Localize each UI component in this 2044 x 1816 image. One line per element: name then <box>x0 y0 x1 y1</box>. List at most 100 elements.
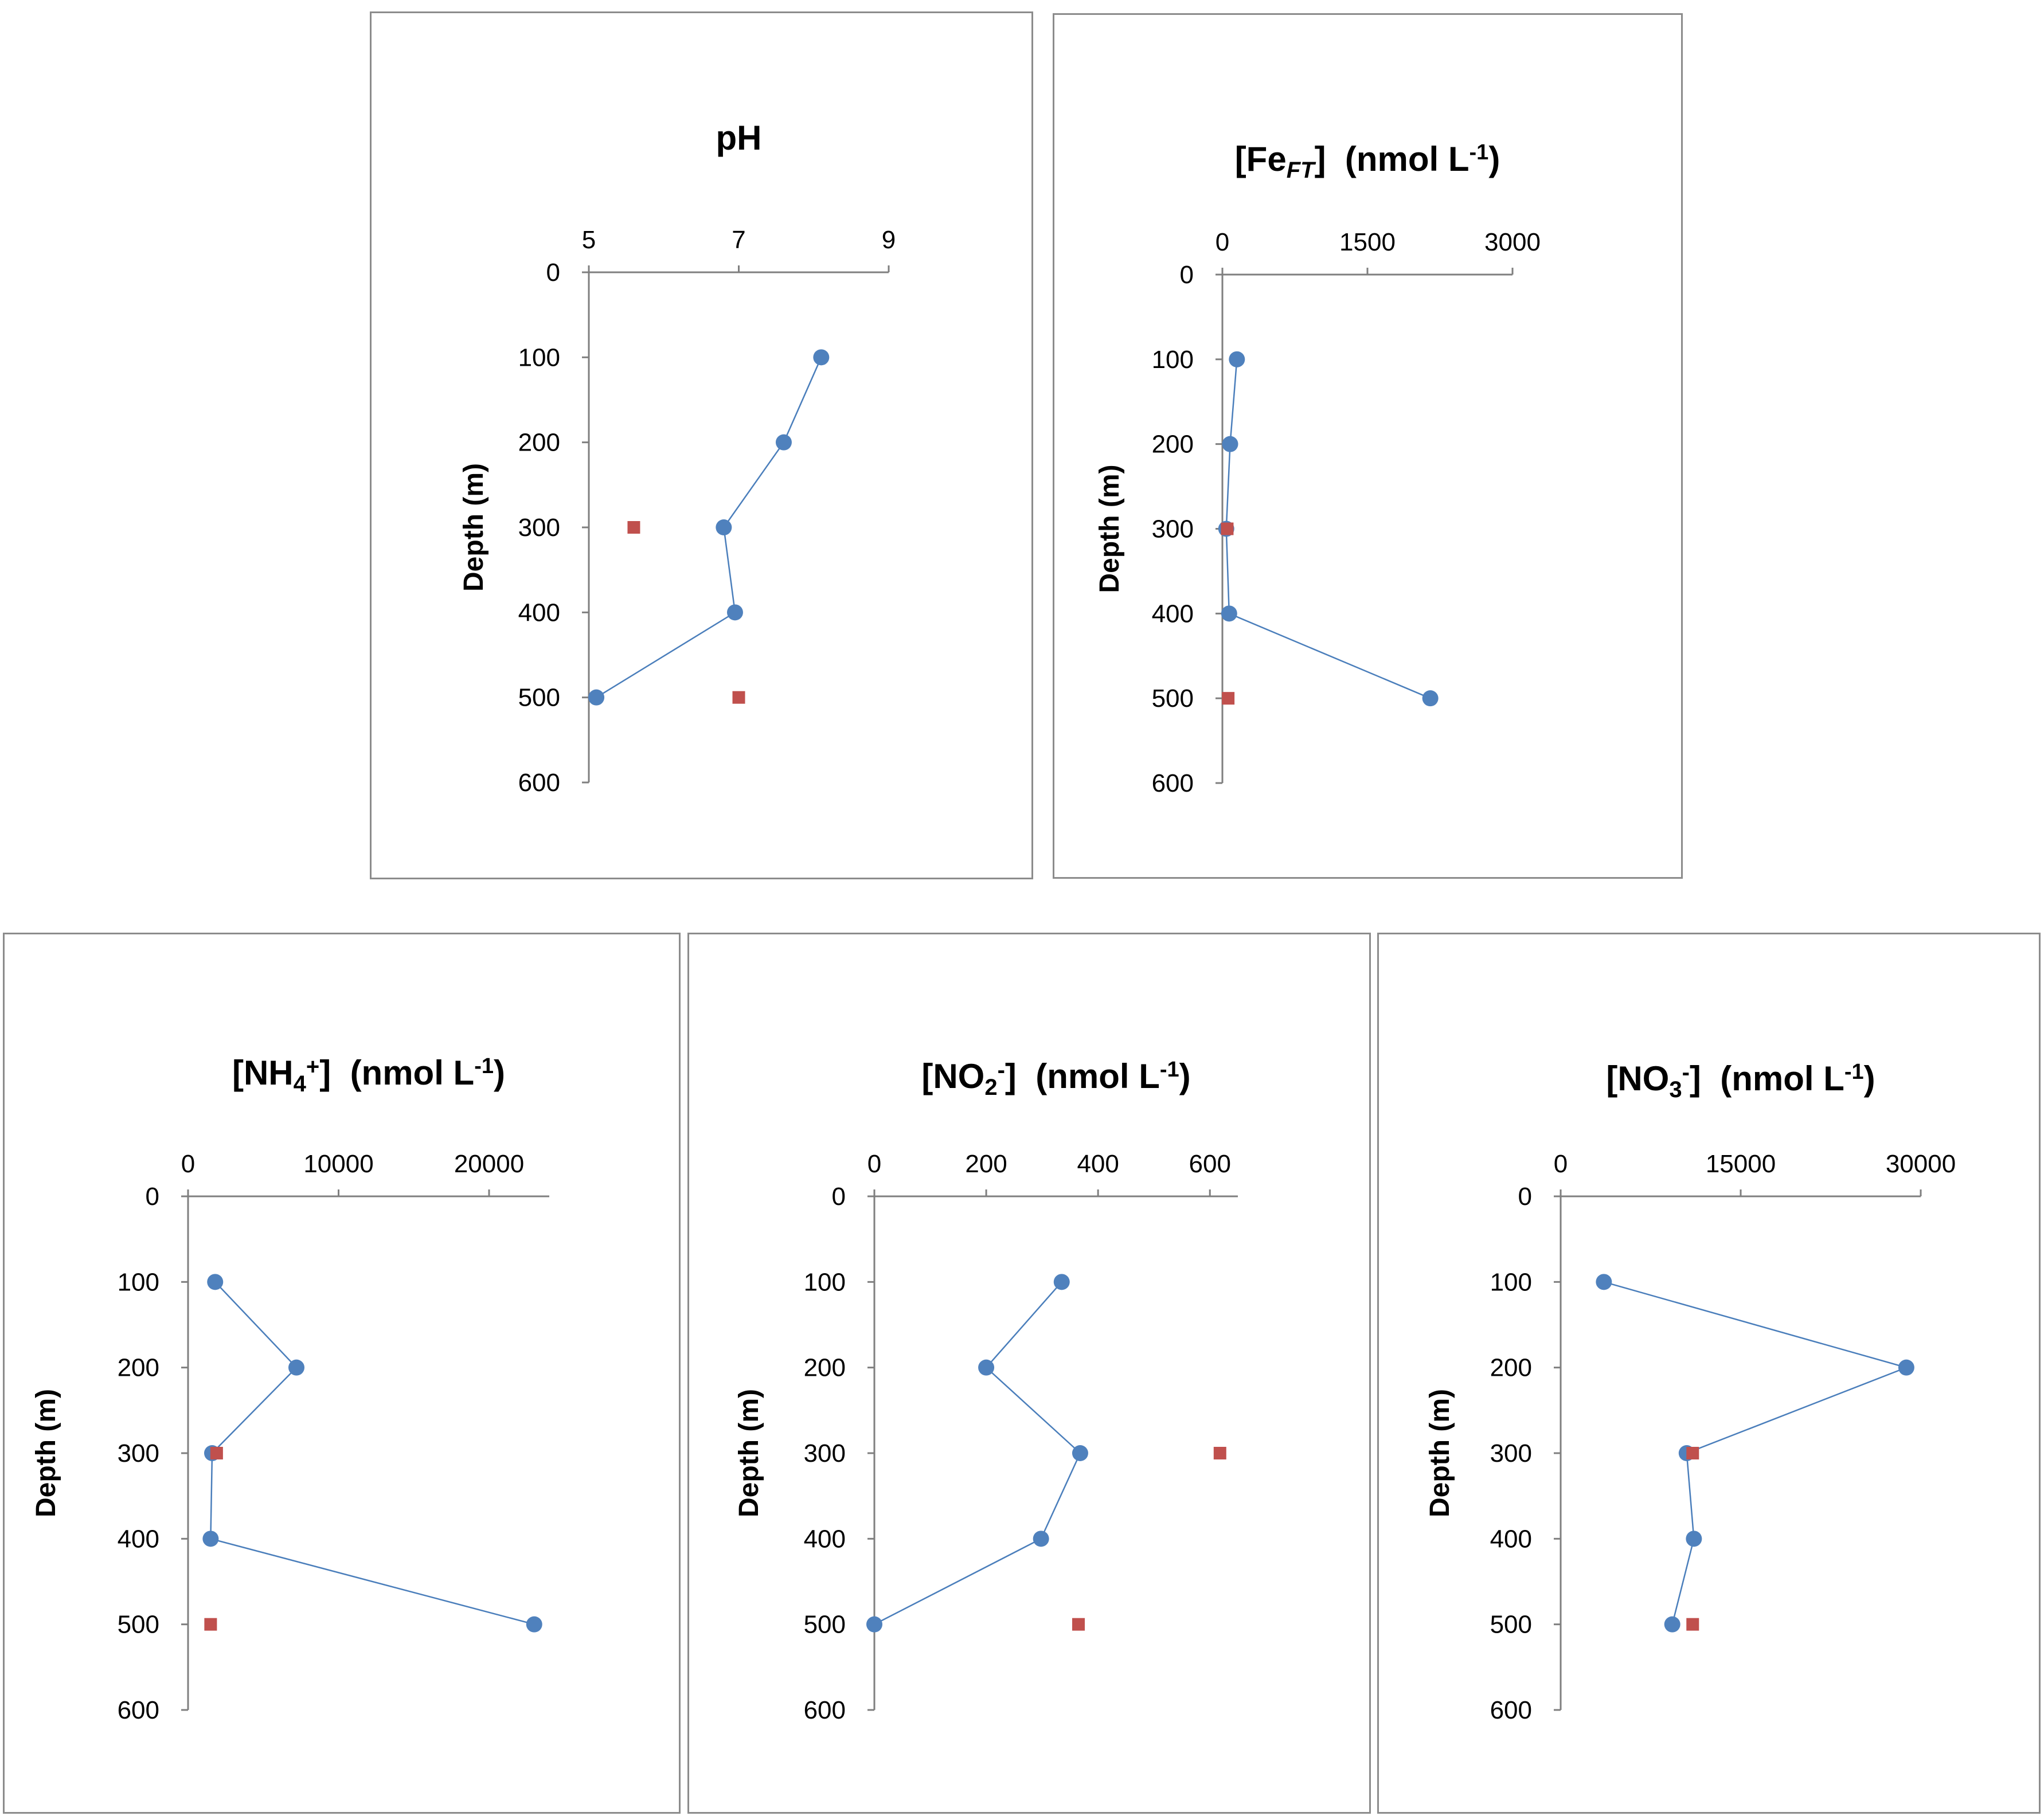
data-point-profile <box>1072 1445 1088 1461</box>
y-tick-label: 300 <box>804 1439 846 1467</box>
x-tick-label: 400 <box>1077 1150 1119 1178</box>
data-point-comparison <box>732 691 745 704</box>
chart-no2: [NO2-] (nmol L-1) 0 200 400 600 0 100 200 300 400… <box>734 1057 1238 1724</box>
y-axis-label: Depth (m) <box>1095 465 1125 593</box>
data-point-comparison <box>1686 1447 1699 1459</box>
data-point-profile <box>1229 351 1245 367</box>
y-tick-label: 200 <box>518 429 560 457</box>
x-tick-label: 0 <box>181 1150 195 1178</box>
x-tick-label: 0 <box>867 1150 881 1178</box>
data-point-comparison <box>1686 1618 1699 1631</box>
y-tick-label: 200 <box>804 1354 846 1382</box>
y-tick-label: 100 <box>518 343 560 371</box>
data-point-comparison <box>210 1447 223 1459</box>
y-tick-label: 0 <box>1518 1183 1532 1211</box>
y-tick-label: 600 <box>518 769 560 797</box>
data-point-comparison <box>1222 692 1235 705</box>
series-line-profile <box>874 1281 1081 1625</box>
panel-ph: pH 5 7 9 0 100 200 300 400 500 600 Depth (m) <box>370 11 1033 879</box>
panel-nh4: [NH4+] (nmol L-1) 0 10000 20000 0 100 200 300 40… <box>3 933 681 1814</box>
chart-title: [NO3-] (nmol L-1) <box>1606 1059 1875 1102</box>
y-tick-label: 600 <box>804 1696 846 1724</box>
x-tick-label: 200 <box>965 1150 1007 1178</box>
panel-no2: [NO2-] (nmol L-1) 0 200 400 600 0 100 200 300 400… <box>687 933 1371 1814</box>
x-tick-label: 15000 <box>1706 1150 1776 1178</box>
x-tick-label: 5 <box>582 226 596 254</box>
data-point-profile <box>526 1616 542 1633</box>
y-tick-label: 300 <box>518 514 560 542</box>
data-point-profile <box>775 434 792 451</box>
y-tick-label: 400 <box>804 1525 846 1553</box>
y-axis-label: Depth (m) <box>1425 1389 1455 1517</box>
chart-title: pH <box>716 119 762 157</box>
y-tick-label: 300 <box>118 1439 159 1467</box>
data-point-comparison <box>627 521 640 534</box>
data-point-comparison <box>1072 1618 1085 1631</box>
x-tick-label: 0 <box>1216 228 1229 256</box>
data-point-profile <box>1222 436 1238 452</box>
y-axis-label: Depth (m) <box>734 1389 764 1517</box>
y-tick-label: 0 <box>546 259 560 287</box>
x-tick-label: 30000 <box>1886 1150 1956 1178</box>
data-point-profile <box>726 604 743 621</box>
chart-no3: [NO3-] (nmol L-1) 0 15000 30000 0 100 200 300 40… <box>1425 1059 1956 1724</box>
data-point-profile <box>207 1274 224 1290</box>
y-tick-label: 600 <box>1152 769 1194 797</box>
chart-nh4: [NH4+] (nmol L-1) 0 10000 20000 0 100 200 300 40… <box>31 1054 549 1724</box>
y-tick-label: 500 <box>118 1611 159 1639</box>
y-tick-label: 400 <box>518 598 560 627</box>
chart-ph: pH 5 7 9 0 100 200 300 400 500 600 Depth (m) <box>459 119 896 797</box>
y-tick-label: 200 <box>118 1354 159 1382</box>
data-point-profile <box>1686 1531 1702 1547</box>
y-axis-label: Depth (m) <box>459 463 489 592</box>
x-tick-label: 3000 <box>1484 228 1541 256</box>
y-tick-label: 400 <box>1490 1525 1532 1553</box>
chart-fe: [FeFT] (nmol L-1) 0 1500 3000 0 100 200 300 400 5… <box>1095 140 1541 797</box>
data-point-comparison <box>1221 522 1234 535</box>
y-tick-label: 100 <box>118 1268 159 1296</box>
data-point-profile <box>1033 1531 1049 1547</box>
chart-title: [NH4+] (nmol L-1) <box>232 1054 505 1097</box>
y-tick-label: 200 <box>1490 1354 1532 1382</box>
data-point-profile <box>288 1359 304 1376</box>
y-tick-label: 500 <box>1152 684 1194 713</box>
y-tick-label: 0 <box>1180 261 1194 289</box>
y-tick-label: 600 <box>118 1696 159 1724</box>
panel-no3: [NO3-] (nmol L-1) 0 15000 30000 0 100 200 300 40… <box>1377 933 2041 1814</box>
y-tick-label: 300 <box>1152 515 1194 543</box>
data-point-profile <box>866 1616 882 1633</box>
data-point-profile <box>978 1359 995 1376</box>
x-tick-label: 10000 <box>303 1150 373 1178</box>
y-tick-label: 400 <box>1152 600 1194 628</box>
data-point-comparison <box>204 1618 217 1631</box>
y-tick-label: 200 <box>1152 430 1194 459</box>
data-point-profile <box>1664 1616 1680 1633</box>
y-axis-label: Depth (m) <box>31 1389 61 1517</box>
x-tick-label: 1500 <box>1339 228 1396 256</box>
x-tick-label: 0 <box>1554 1150 1568 1178</box>
panel-fe: [FeFT] (nmol L-1) 0 1500 3000 0 100 200 300 400 5… <box>1053 13 1683 879</box>
data-point-profile <box>813 349 830 366</box>
y-tick-label: 0 <box>146 1183 159 1211</box>
y-tick-label: 100 <box>1152 346 1194 374</box>
y-tick-label: 500 <box>1490 1611 1532 1639</box>
data-point-profile <box>588 689 605 706</box>
data-point-profile <box>1898 1359 1914 1376</box>
chart-title: [FeFT] (nmol L-1) <box>1235 140 1500 183</box>
series-line-profile <box>210 1281 535 1625</box>
chart-title: [NO2-] (nmol L-1) <box>921 1057 1190 1100</box>
data-point-profile <box>1053 1274 1070 1290</box>
y-tick-label: 300 <box>1490 1439 1532 1467</box>
x-tick-label: 600 <box>1189 1150 1231 1178</box>
series-line-profile <box>1225 359 1431 699</box>
y-tick-label: 600 <box>1490 1696 1532 1724</box>
x-tick-label: 20000 <box>454 1150 524 1178</box>
data-point-comparison <box>1213 1447 1226 1459</box>
y-tick-label: 500 <box>518 684 560 712</box>
y-tick-label: 0 <box>832 1183 846 1211</box>
x-tick-label: 9 <box>882 226 896 254</box>
x-tick-label: 7 <box>732 226 745 254</box>
data-point-profile <box>716 519 732 535</box>
y-tick-label: 100 <box>804 1268 846 1296</box>
y-tick-label: 100 <box>1490 1268 1532 1296</box>
